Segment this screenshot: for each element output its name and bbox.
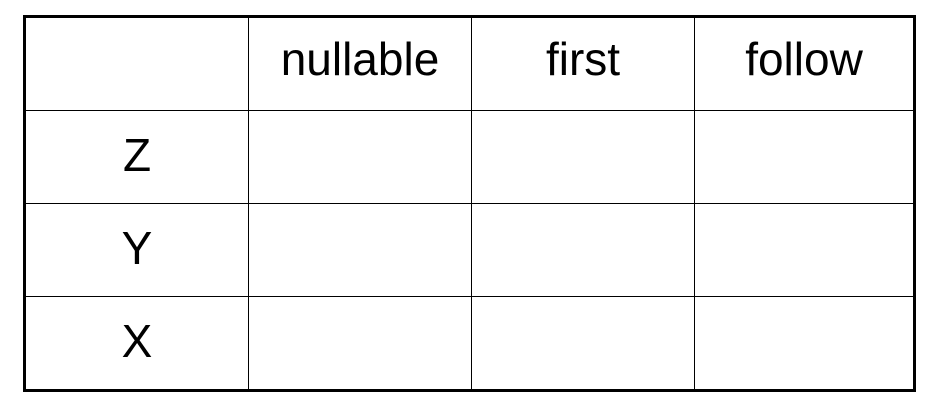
row-label-z: Z xyxy=(26,111,249,204)
row-label-y: Y xyxy=(26,204,249,297)
cell-x-first xyxy=(472,297,695,389)
column-header-follow: follow xyxy=(695,18,913,111)
column-header-first: first xyxy=(472,18,695,111)
cell-z-nullable xyxy=(249,111,472,204)
row-label-x: X xyxy=(26,297,249,389)
cell-z-follow xyxy=(695,111,913,204)
cell-y-first xyxy=(472,204,695,297)
corner-cell xyxy=(26,18,249,111)
nullable-first-follow-table: nullable first follow Z Y X xyxy=(23,15,916,392)
column-header-nullable: nullable xyxy=(249,18,472,111)
cell-y-follow xyxy=(695,204,913,297)
cell-x-nullable xyxy=(249,297,472,389)
cell-x-follow xyxy=(695,297,913,389)
cell-y-nullable xyxy=(249,204,472,297)
cell-z-first xyxy=(472,111,695,204)
